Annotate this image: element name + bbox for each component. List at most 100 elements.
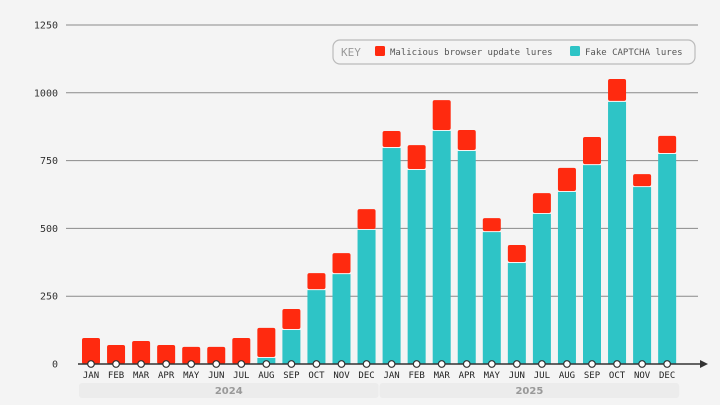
x-tick-label: JAN xyxy=(83,371,99,381)
bar-browser-update xyxy=(257,327,276,357)
x-axis-marker xyxy=(437,360,446,368)
x-axis-marker xyxy=(387,360,396,368)
bar-captcha xyxy=(457,151,476,364)
x-tick-label: OCT xyxy=(609,371,626,381)
legend-label-browser-update: Malicious browser update lures xyxy=(390,48,553,58)
x-tick-label: APR xyxy=(158,371,175,381)
x-tick-label: JUL xyxy=(534,371,550,381)
legend-box xyxy=(332,39,696,65)
x-axis-marker xyxy=(112,360,120,368)
x-axis-arrow-icon xyxy=(700,360,708,368)
bar-browser-update xyxy=(407,145,426,170)
x-axis-marker xyxy=(287,360,296,368)
bar-browser-update xyxy=(658,135,677,154)
bar-browser-update xyxy=(307,273,326,290)
bar-browser-update xyxy=(382,131,401,148)
x-axis-marker xyxy=(237,360,246,368)
bar-captcha xyxy=(282,330,301,364)
year-label: 2025 xyxy=(515,386,543,397)
bar-browser-update xyxy=(507,244,526,263)
year-band xyxy=(79,383,379,398)
x-axis-marker xyxy=(137,360,146,368)
bar-captcha xyxy=(407,170,426,364)
legend-label-captcha: Fake CAPTCHA lures xyxy=(585,48,683,58)
bar-browser-update xyxy=(457,129,476,151)
x-tick-label: NOV xyxy=(333,371,350,381)
bar-browser-update xyxy=(207,346,226,364)
year-band xyxy=(379,383,680,398)
bar-captcha xyxy=(557,191,576,364)
x-axis-marker xyxy=(487,360,496,368)
legend-swatch-browser-update xyxy=(375,46,385,56)
bar-browser-update xyxy=(82,337,100,364)
x-axis-marker xyxy=(212,360,221,368)
bar-browser-update xyxy=(432,100,451,130)
bar-browser-update xyxy=(482,218,501,232)
x-axis-marker xyxy=(613,360,621,368)
y-tick-label: 0 xyxy=(52,360,58,371)
bar-captcha xyxy=(332,274,351,364)
x-axis-marker xyxy=(87,360,95,368)
x-axis-marker xyxy=(538,360,546,368)
x-axis-marker xyxy=(462,360,471,368)
x-axis-marker xyxy=(337,360,346,368)
x-tick-label: FEB xyxy=(108,371,124,381)
y-tick-label: 250 xyxy=(40,292,58,303)
x-tick-label: MAY xyxy=(484,371,501,381)
bar-captcha xyxy=(507,263,526,364)
y-tick-label: 1250 xyxy=(34,21,58,32)
bar-browser-update xyxy=(232,337,251,364)
bar-captcha xyxy=(307,290,326,364)
bar-captcha xyxy=(482,232,501,364)
x-tick-label: JUN xyxy=(509,371,525,381)
bar-browser-update xyxy=(282,308,301,330)
y-tick-label: 750 xyxy=(40,156,58,167)
x-tick-label: SEP xyxy=(584,371,601,381)
x-axis-marker xyxy=(588,360,596,368)
x-tick-label: DEC xyxy=(358,371,374,381)
bar-browser-update xyxy=(633,174,652,187)
x-axis-marker xyxy=(362,360,371,368)
bar-captcha xyxy=(432,130,451,364)
bar-browser-update xyxy=(557,167,576,191)
x-tick-label: AUG xyxy=(258,371,274,381)
year-label: 2024 xyxy=(215,386,243,397)
x-tick-label: FEB xyxy=(409,371,425,381)
bar-captcha xyxy=(532,213,551,364)
legend-title: KEY xyxy=(341,46,361,59)
bar-browser-update xyxy=(532,193,551,213)
bar-captcha xyxy=(633,187,652,364)
x-axis-marker xyxy=(262,360,271,368)
bar-browser-update xyxy=(182,346,201,364)
x-axis-marker xyxy=(563,360,571,368)
y-tick-label: 1000 xyxy=(34,88,58,99)
bar-browser-update xyxy=(332,253,351,274)
bar-browser-update xyxy=(132,340,151,364)
x-axis-marker xyxy=(187,360,196,368)
bar-browser-update xyxy=(583,137,601,165)
x-tick-label: APR xyxy=(459,371,476,381)
x-tick-label: JAN xyxy=(383,371,399,381)
x-tick-label: SEP xyxy=(283,371,300,381)
x-tick-label: MAY xyxy=(183,371,200,381)
bar-browser-update xyxy=(107,345,126,364)
bar-captcha xyxy=(357,229,376,364)
x-axis-marker xyxy=(412,360,421,368)
x-axis-marker xyxy=(638,360,646,368)
y-tick-label: 500 xyxy=(40,224,58,235)
x-axis-marker xyxy=(512,360,521,368)
x-tick-label: AUG xyxy=(559,371,575,381)
x-tick-label: JUN xyxy=(208,371,224,381)
bar-browser-update xyxy=(357,209,376,229)
x-tick-label: JUL xyxy=(233,371,249,381)
x-axis-marker xyxy=(162,360,171,368)
x-axis-marker xyxy=(312,360,321,368)
x-tick-label: OCT xyxy=(308,371,325,381)
bar-captcha xyxy=(658,154,677,364)
bar-captcha xyxy=(608,101,627,364)
bar-browser-update xyxy=(157,345,176,364)
x-axis-marker xyxy=(663,360,672,368)
legend: KEY Malicious browser update lures Fake … xyxy=(332,39,696,65)
bar-captcha xyxy=(382,148,401,364)
